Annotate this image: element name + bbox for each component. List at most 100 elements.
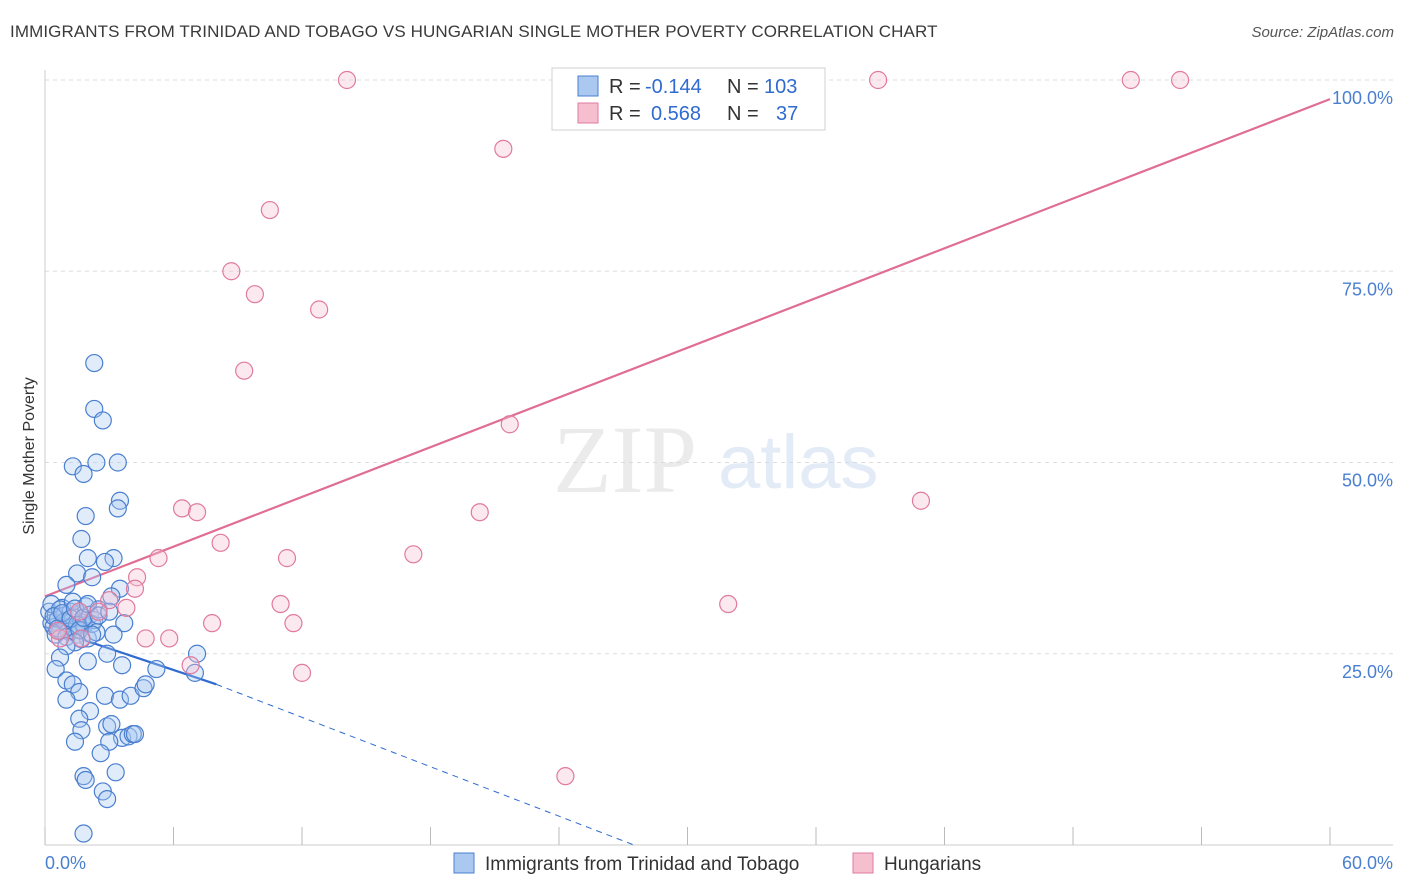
point-immigrants <box>91 744 110 763</box>
point-immigrants <box>72 529 91 549</box>
point-immigrants <box>106 763 125 782</box>
point-immigrants <box>108 499 127 518</box>
point-hungarians <box>277 549 297 568</box>
x-tick-label-max: 60.0% <box>1342 853 1393 873</box>
point-hungarians <box>160 629 179 648</box>
point-hungarians <box>202 614 222 633</box>
point-hungarians <box>235 361 254 380</box>
legend-r-label-2: R = <box>609 103 641 125</box>
point-hungarians <box>222 262 241 281</box>
point-immigrants <box>93 411 112 430</box>
point-hungarians <box>211 533 230 552</box>
point-hungarians <box>719 594 738 614</box>
point-hungarians <box>117 598 136 617</box>
bottom-legend-label-1: Immigrants from Trinidad and Tobago <box>485 854 799 875</box>
bottom-legend-swatch-blue <box>453 852 475 874</box>
point-immigrants <box>65 732 85 751</box>
point-immigrants <box>50 648 70 667</box>
y-tick-label-25: 25.0% <box>1342 662 1393 682</box>
point-hungarians <box>271 594 290 614</box>
point-hungarians <box>1121 70 1140 90</box>
source-label: Source: ZipAtlas.com <box>1251 24 1394 41</box>
trendline-hungarians <box>44 98 1331 598</box>
point-hungarians <box>127 568 147 587</box>
point-immigrants <box>74 824 93 843</box>
point-hungarians <box>72 629 91 648</box>
legend-swatch-blue <box>577 75 599 97</box>
legend-top: R = -0.144 N = 103 R = 0.568 N = 37 <box>551 67 826 131</box>
point-immigrants <box>125 724 145 744</box>
point-hungarians <box>172 499 192 518</box>
point-immigrants <box>104 549 123 568</box>
point-hungarians <box>136 629 155 648</box>
watermark-zip: ZIP <box>553 406 697 513</box>
legend-r-label-1: R = <box>609 76 641 98</box>
point-immigrants <box>85 353 104 373</box>
point-hungarians <box>500 415 519 434</box>
point-immigrants <box>76 770 95 790</box>
point-immigrants <box>112 656 132 675</box>
point-immigrants <box>76 506 95 526</box>
point-immigrants <box>83 625 102 644</box>
point-hungarians <box>869 70 888 90</box>
point-immigrants <box>95 686 115 705</box>
point-hungarians <box>1170 70 1190 90</box>
legend-n-value-2: 37 <box>776 103 798 125</box>
y-tick-label-100: 100.0% <box>1332 88 1393 108</box>
point-hungarians <box>89 602 108 621</box>
point-hungarians <box>70 602 89 621</box>
legend-r-value-1: -0.144 <box>645 76 702 98</box>
point-hungarians <box>245 285 264 304</box>
point-immigrants <box>70 709 89 728</box>
point-immigrants <box>115 614 134 633</box>
point-hungarians <box>310 300 329 319</box>
watermark-atlas: atlas <box>718 420 879 505</box>
point-hungarians <box>48 621 67 640</box>
series-immigrants-points <box>40 353 207 843</box>
point-immigrants <box>98 789 117 809</box>
y-tick-labels: 25.0% 50.0% 75.0% 100.0% <box>1332 88 1393 682</box>
point-hungarians <box>337 70 357 90</box>
point-immigrants <box>147 659 166 679</box>
trendline-immigrants-extension <box>216 683 635 846</box>
point-immigrants <box>108 453 127 472</box>
point-hungarians <box>404 545 423 564</box>
point-immigrants <box>102 715 121 734</box>
y-axis-label: Single Mother Poverty <box>21 377 38 534</box>
point-immigrants <box>74 464 93 484</box>
point-immigrants <box>95 552 115 572</box>
point-hungarians <box>181 656 200 675</box>
point-hungarians <box>260 200 279 220</box>
point-hungarians <box>556 767 575 786</box>
point-immigrants <box>78 549 97 568</box>
watermark: ZIP atlas <box>553 406 879 513</box>
point-immigrants <box>104 625 123 644</box>
chart-title: IMMIGRANTS FROM TRINIDAD AND TOBAGO VS H… <box>10 22 938 41</box>
legend-bottom: Immigrants from Trinidad and Tobago Hung… <box>453 852 981 875</box>
legend-n-label-1: N = <box>727 76 759 98</box>
point-immigrants <box>89 606 108 625</box>
y-tick-label-75: 75.0% <box>1342 279 1393 299</box>
x-tick-labels: 0.0% 60.0% <box>45 853 1393 873</box>
point-immigrants <box>72 721 91 740</box>
legend-n-value-1: 103 <box>764 76 797 98</box>
point-immigrants <box>57 575 76 595</box>
point-hungarians <box>284 614 303 633</box>
series-hungarians-points <box>48 70 1190 786</box>
gridlines <box>45 79 1393 655</box>
point-hungarians <box>125 579 145 598</box>
point-hungarians <box>100 591 119 610</box>
point-hungarians <box>187 503 207 522</box>
legend-n-label-2: N = <box>727 103 759 125</box>
point-hungarians <box>149 549 168 568</box>
point-hungarians <box>911 491 931 510</box>
point-immigrants <box>68 564 87 583</box>
point-hungarians <box>494 139 513 158</box>
bottom-legend-swatch-pink <box>852 852 874 874</box>
point-immigrants <box>187 644 207 663</box>
point-immigrants <box>46 659 65 679</box>
axes <box>44 70 1393 846</box>
point-immigrants <box>136 675 155 694</box>
legend-swatch-pink <box>577 102 599 124</box>
